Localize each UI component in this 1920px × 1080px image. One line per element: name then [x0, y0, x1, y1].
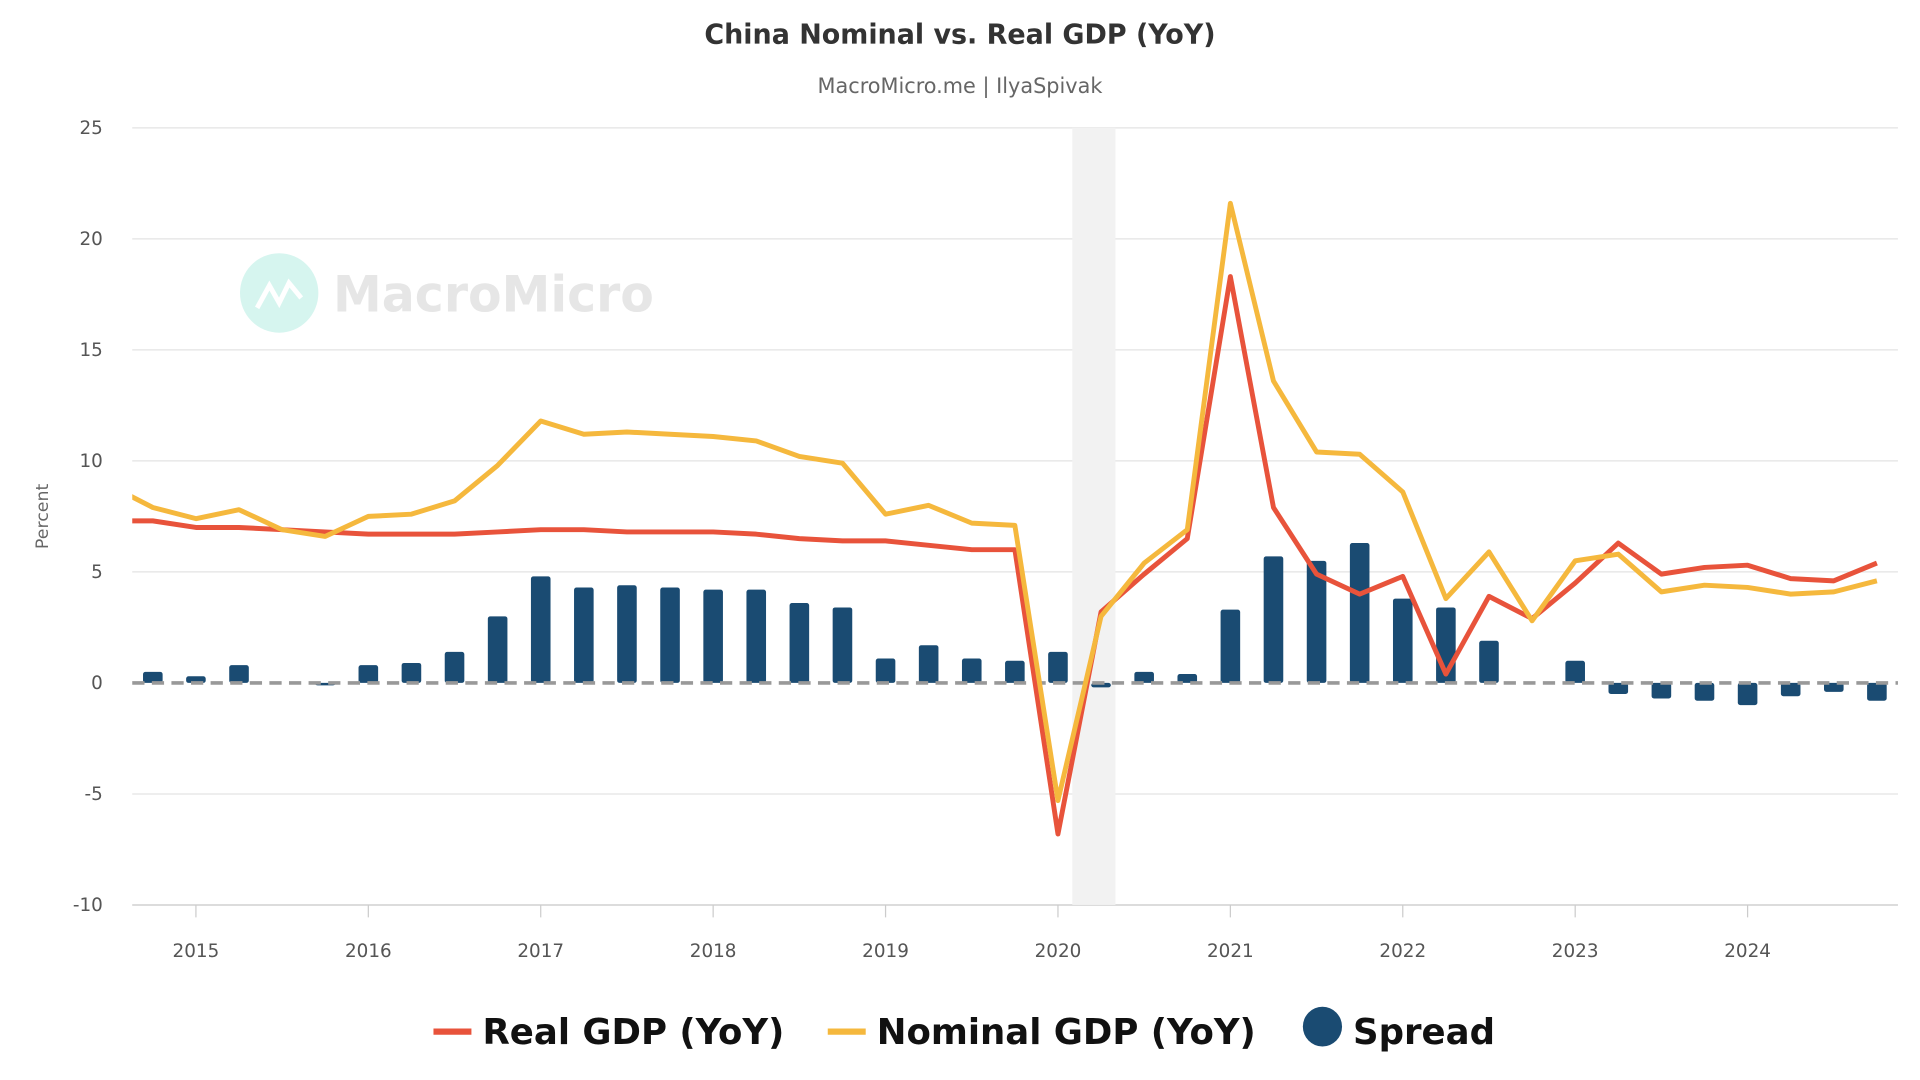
spread-bar: [918, 645, 939, 683]
spread-bar: [1048, 651, 1068, 683]
spread-bar: [660, 587, 680, 683]
spread-bar: [1824, 682, 1844, 692]
x-tick-label: 2021: [1207, 941, 1254, 962]
watermark-text: MacroMicro: [333, 265, 654, 323]
y-axis-label: Percent: [33, 484, 53, 550]
watermark-logo-icon: [240, 253, 319, 333]
x-tick-label: 2016: [345, 941, 392, 962]
spread-bar: [1479, 640, 1499, 683]
x-tick-label: 2023: [1552, 941, 1599, 962]
spread-bar: [1694, 682, 1715, 701]
x-tick-label: 2018: [690, 941, 737, 962]
spread-bar: [617, 585, 637, 683]
recession-shading: [1072, 127, 1116, 905]
grid: [132, 127, 1898, 906]
legend-item-spread[interactable]: Spread: [1302, 1006, 1495, 1053]
y-tick-label: 10: [79, 451, 102, 472]
x-tick-label: 2022: [1379, 941, 1426, 962]
x-tick-label: 2020: [1035, 941, 1082, 962]
spread-bar: [961, 658, 982, 683]
spread-bar: [1134, 671, 1154, 683]
spread-bar: [1392, 598, 1413, 683]
spread-bar: [875, 658, 896, 683]
x-tick-label: 2024: [1724, 941, 1771, 962]
spread-bar: [1737, 682, 1758, 706]
svg-text:Nominal GDP (YoY): Nominal GDP (YoY): [877, 1012, 1256, 1053]
chart-subtitle: MacroMicro.me | IlyaSpivak: [818, 74, 1104, 99]
spread-bar: [1780, 682, 1801, 697]
spread-bar: [1565, 660, 1585, 683]
spread-bar: [574, 587, 594, 683]
spread-bar: [1263, 556, 1284, 683]
spread-bar: [487, 616, 508, 683]
nominal-gdp-line: [132, 200, 1878, 804]
spread-bar: [1651, 682, 1672, 699]
spread-bar: [401, 662, 422, 683]
x-tick-label: 2015: [173, 941, 220, 962]
spread-bar: [1867, 682, 1887, 701]
series-lines: [132, 200, 1878, 837]
real-gdp-line: [132, 274, 1878, 837]
legend: Real GDP (YoY) Nominal GDP (YoY) Spread: [433, 1006, 1495, 1053]
y-tick-label: -10: [73, 895, 103, 916]
svg-text:Spread: Spread: [1353, 1012, 1495, 1053]
spread-bar: [1005, 660, 1025, 683]
y-tick-label: 15: [79, 340, 102, 361]
y-tick-label: 0: [91, 673, 103, 694]
watermark: MacroMicro: [240, 253, 654, 333]
spread-bar: [444, 651, 465, 683]
spread-bar: [703, 589, 723, 683]
svg-text:Real GDP (YoY): Real GDP (YoY): [482, 1012, 784, 1053]
legend-item-nominal-gdp[interactable]: Nominal GDP (YoY): [827, 1012, 1256, 1053]
x-ticks: 2015 2016 2017 2018 2019 2020 2021 2022 2023 2024: [173, 904, 1771, 962]
spread-bar: [530, 576, 551, 683]
spread-bar: [358, 665, 379, 683]
spread-bar: [1349, 543, 1370, 683]
x-tick-label: 2017: [517, 941, 564, 962]
y-ticks: 25 20 15 10 5 0 -5 -10: [73, 118, 103, 916]
spread-bar: [1177, 674, 1198, 683]
spread-bar: [789, 603, 810, 683]
spread-bar: [1220, 609, 1241, 683]
chart-title: China Nominal vs. Real GDP (YoY): [704, 19, 1215, 50]
x-tick-label: 2019: [862, 941, 909, 962]
spread-bar: [1608, 682, 1629, 695]
y-tick-label: 25: [79, 118, 102, 139]
spread-bar: [143, 671, 163, 683]
spread-bar: [746, 589, 767, 683]
spread-bar: [229, 665, 249, 683]
spread-bar: [832, 607, 853, 683]
y-tick-label: 5: [91, 562, 103, 583]
spread-bar: [1306, 560, 1327, 683]
y-tick-label: 20: [79, 229, 102, 250]
spread-bars: [143, 543, 1887, 706]
legend-item-real-gdp[interactable]: Real GDP (YoY): [433, 1012, 784, 1053]
y-tick-label: -5: [85, 784, 103, 805]
